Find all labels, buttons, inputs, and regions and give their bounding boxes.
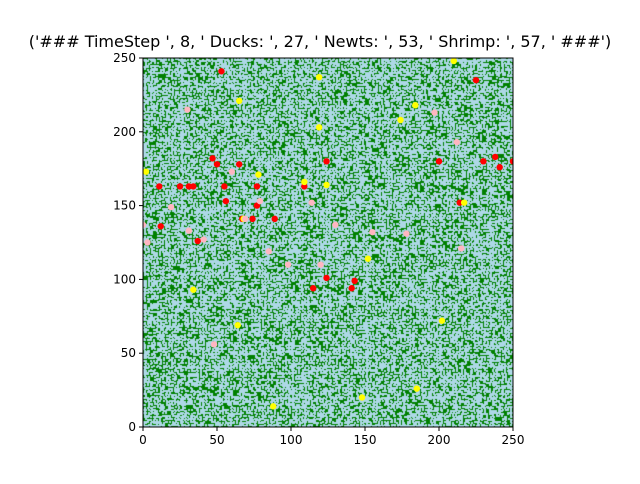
shrimp-point-16 [265, 248, 272, 255]
x-tick-label-5: 250 [502, 433, 525, 447]
shrimp-point-13 [403, 230, 410, 237]
shrimp-point-18 [144, 239, 151, 246]
shrimp-point-8 [308, 199, 315, 206]
shrimp-point-14 [458, 245, 465, 252]
shrimp-point-12 [369, 228, 376, 236]
duck-point-7 [190, 183, 197, 190]
duck-point-22 [456, 199, 463, 206]
duck-point-29 [472, 76, 480, 84]
duck-point-1 [209, 155, 216, 162]
shrimp-point-9 [256, 197, 264, 205]
axes: 0 50 100 150 200 250 0 50 100 150 200 250 [113, 51, 524, 447]
newt-point-1 [255, 171, 262, 178]
x-tick-label-0: 0 [139, 433, 147, 447]
duck-point-14 [492, 153, 499, 161]
duck-point-4 [156, 183, 163, 190]
x-tick-label-2: 100 [280, 433, 303, 447]
shrimp-point-1 [431, 109, 438, 116]
shrimp-point-4 [167, 203, 175, 211]
shrimp-point-2 [228, 168, 235, 175]
newt-point-0 [143, 168, 150, 175]
duck-point-15 [496, 164, 503, 171]
duck-point-21 [271, 215, 278, 223]
duck-point-8 [221, 183, 228, 190]
shrimp-point-0 [184, 106, 191, 113]
newt-point-13 [315, 124, 323, 131]
newt-point-15 [450, 58, 457, 65]
duck-point-25 [310, 285, 317, 292]
x-tick-label-1: 50 [209, 433, 224, 447]
y-tick-label-4: 200 [113, 125, 136, 139]
newt-point-10 [358, 394, 366, 401]
duck-point-23 [157, 223, 164, 230]
newt-point-5 [190, 286, 197, 293]
shrimp-point-7 [241, 215, 249, 223]
duck-point-3 [236, 161, 243, 168]
x-tick-label-3: 150 [354, 433, 377, 447]
duck-point-26 [323, 274, 330, 282]
y-tick-label-1: 50 [121, 346, 136, 360]
newt-point-2 [301, 178, 308, 186]
plot-frame [142, 57, 514, 428]
x-tick-label-4: 200 [428, 433, 451, 447]
shrimp-point-10 [284, 261, 292, 268]
shrimp-point-19 [143, 221, 147, 228]
duck-point-24 [194, 237, 201, 245]
duck-point-11 [323, 158, 330, 165]
duck-point-6 [185, 183, 193, 190]
newt-point-17 [364, 255, 372, 262]
newt-point-14 [397, 116, 404, 124]
duck-point-0 [218, 68, 225, 75]
newt-point-6 [234, 321, 241, 329]
duck-point-10 [301, 183, 308, 190]
duck-point-27 [348, 285, 355, 292]
newt-point-11 [315, 73, 323, 81]
y-tick-label-2: 100 [113, 272, 136, 286]
y-tick-label-5: 250 [113, 51, 136, 65]
duck-point-13 [480, 158, 487, 165]
shrimp-point-15 [210, 341, 218, 348]
duck-point-17 [222, 197, 230, 205]
shrimp-point-5 [185, 227, 193, 234]
shrimp-point-17 [332, 221, 339, 228]
shrimp-point-3 [453, 138, 460, 146]
duck-point-28 [351, 277, 358, 285]
newt-point-3 [323, 181, 330, 189]
duck-point-20 [249, 215, 256, 223]
newt-point-7 [438, 317, 446, 324]
shrimp-point-6 [200, 236, 207, 243]
newt-point-16 [412, 102, 419, 109]
duck-point-2 [213, 161, 221, 168]
newt-point-8 [413, 385, 420, 392]
duck-point-9 [253, 183, 261, 190]
y-tick-label-0: 0 [128, 420, 136, 434]
y-tick-label-3: 150 [113, 199, 136, 213]
agents-layer [143, 58, 513, 410]
shrimp-point-11 [317, 261, 324, 268]
duck-point-5 [176, 183, 184, 190]
duck-point-16 [509, 158, 513, 165]
newt-point-9 [270, 403, 277, 410]
chart-title: ('### TimeStep ', 8, ' Ducks: ', 27, ' N… [28, 32, 612, 51]
newt-point-18 [460, 199, 468, 206]
duck-point-12 [435, 158, 443, 165]
newt-point-12 [236, 97, 243, 105]
